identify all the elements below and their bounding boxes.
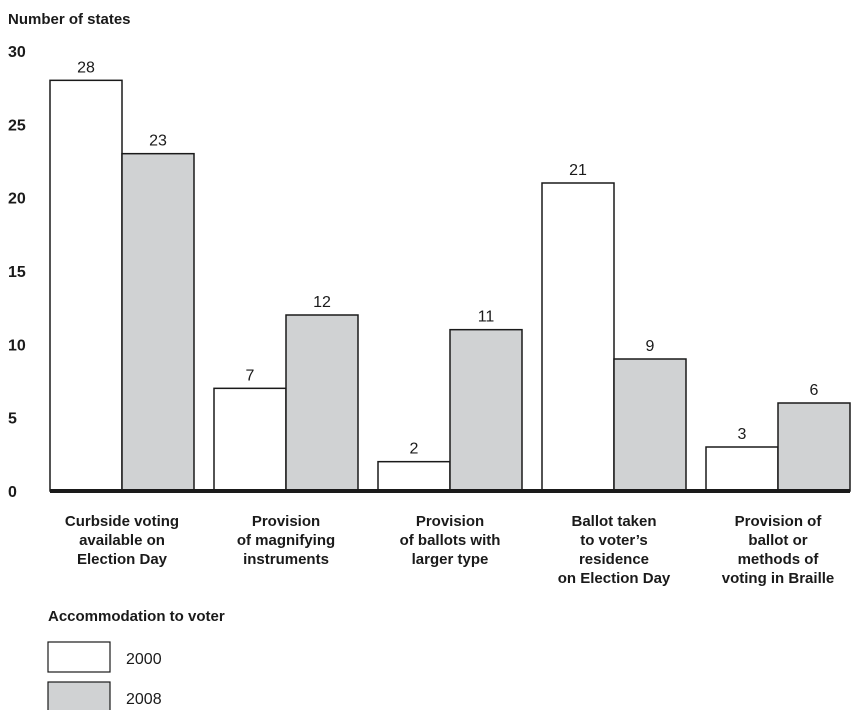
y-tick-label: 0 (8, 484, 17, 501)
bar-2000-3 (541, 182, 615, 492)
y-axis-title: Number of states (8, 11, 131, 28)
data-label: 9 (646, 338, 655, 355)
category-label: of ballots with (400, 532, 501, 549)
legend-label: 2008 (126, 691, 162, 708)
category-label: instruments (243, 551, 329, 568)
category-label: Ballot taken (571, 513, 656, 530)
legend-swatch-2000 (47, 641, 111, 673)
category-label: Provision (252, 513, 320, 530)
data-label: 2 (410, 441, 419, 458)
category-label: Curbside voting (65, 513, 179, 530)
category-label: larger type (412, 551, 489, 568)
y-axis-ticks: 0 5 10 15 20 25 30 (8, 44, 26, 501)
data-label: 28 (77, 59, 95, 76)
data-label: 3 (738, 426, 747, 443)
data-label: 21 (569, 162, 587, 179)
legend-swatch-2008 (47, 681, 111, 710)
bar-2008-4 (777, 402, 851, 492)
category-label: voting in Braille (722, 570, 835, 587)
category-label: residence (579, 551, 649, 568)
y-tick-label: 25 (8, 117, 26, 134)
y-tick-label: 20 (8, 191, 26, 208)
category-label: of magnifying (237, 532, 335, 549)
y-tick-label: 5 (8, 411, 17, 428)
category-label: on Election Day (558, 570, 671, 587)
category-label: available on (79, 532, 165, 549)
legend-title: Accommodation to voter (48, 608, 225, 625)
bar-2008-1 (285, 314, 359, 492)
data-label: 12 (313, 294, 331, 311)
bar-2008-2 (449, 328, 523, 492)
category-label: Provision (416, 513, 484, 530)
category-label: Election Day (77, 551, 168, 568)
data-label: 6 (810, 382, 819, 399)
data-label: 23 (149, 133, 167, 150)
category-label: methods of (738, 551, 820, 568)
y-tick-label: 10 (8, 337, 26, 354)
y-tick-label: 30 (8, 44, 26, 61)
bars (49, 79, 851, 492)
data-label: 7 (246, 367, 255, 384)
category-labels: Curbside voting available on Election Day P… (65, 513, 834, 587)
legend: 2000 2008 (47, 641, 162, 710)
bar-2000-0 (49, 79, 123, 492)
legend-label: 2000 (126, 651, 162, 668)
category-label: to voter’s (580, 532, 648, 549)
data-labels: 28 7 2 21 3 23 12 11 9 6 (77, 59, 818, 457)
bar-2008-0 (121, 152, 195, 492)
y-tick-label: 15 (8, 264, 26, 281)
bar-2000-2 (377, 460, 451, 492)
category-label: Provision of (735, 513, 823, 530)
bar-2000-1 (213, 387, 287, 492)
bar-2008-3 (613, 358, 687, 492)
category-label: ballot or (748, 532, 807, 549)
bar-2000-4 (705, 446, 779, 492)
data-label: 11 (478, 309, 495, 326)
